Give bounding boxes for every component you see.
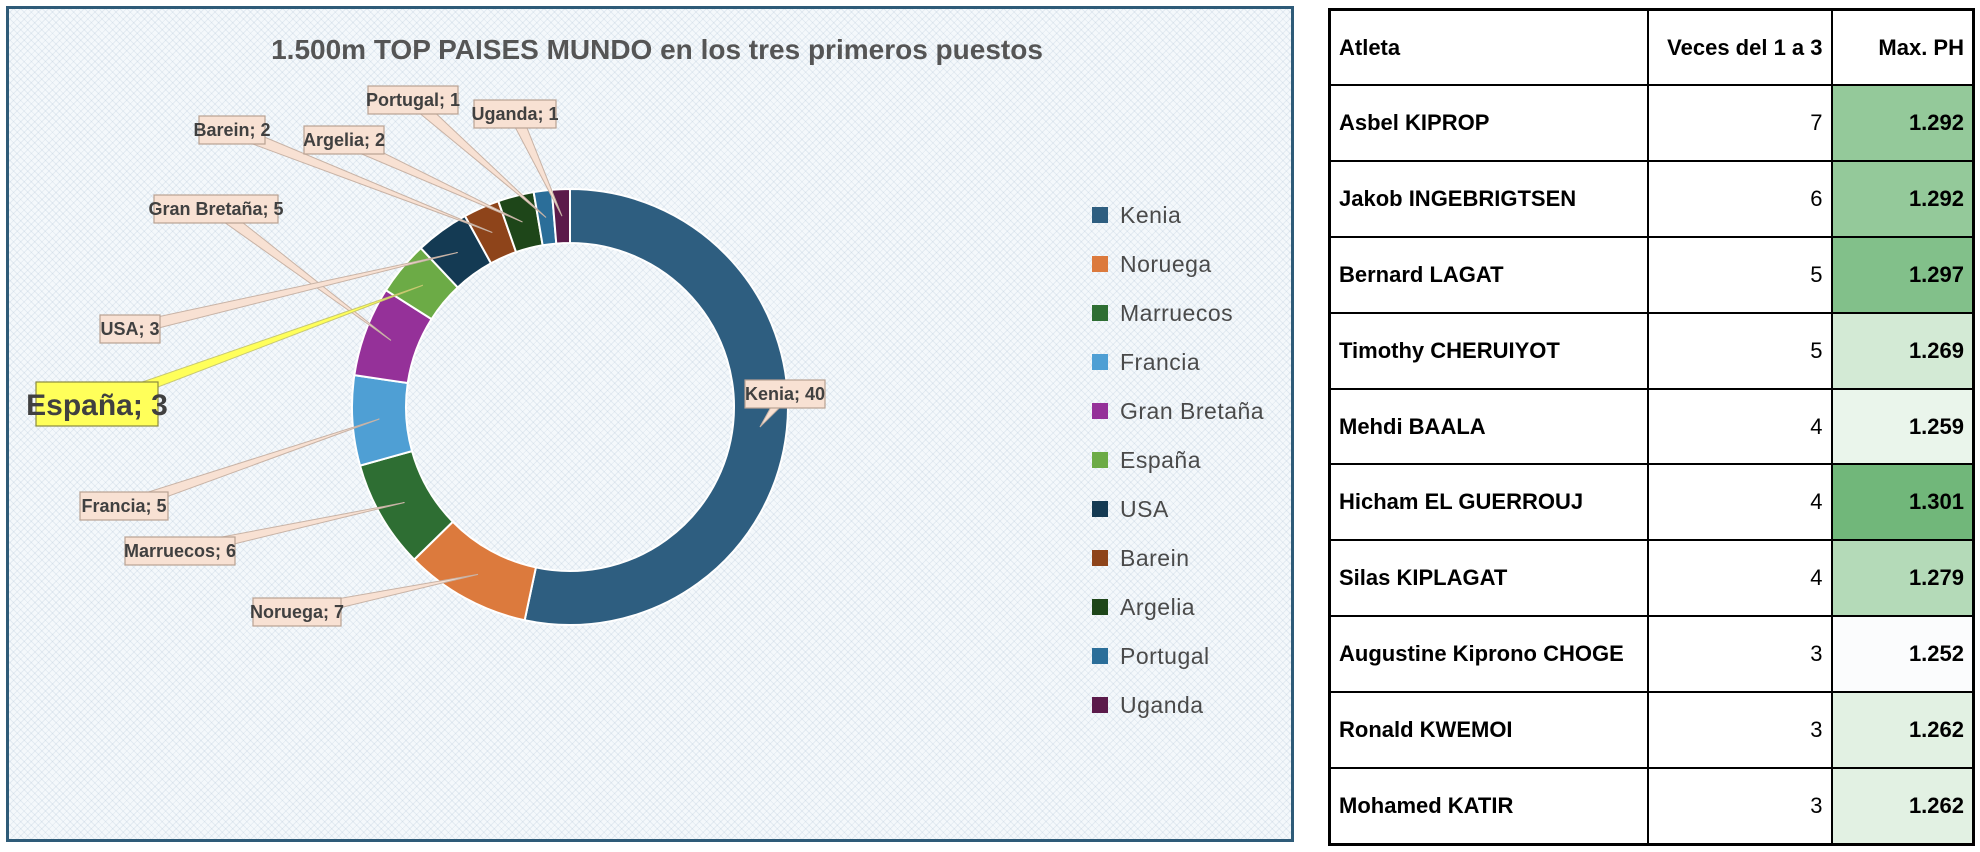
max-ph-value: 1.262 [1830, 691, 1975, 770]
data-label-box-barein [198, 115, 266, 145]
legend-label-noruega: Noruega [1120, 251, 1212, 277]
athlete-name: Jakob INGEBRIGTSEN [1328, 159, 1649, 238]
slice-francia [351, 374, 414, 467]
times-value: 3 [1646, 767, 1833, 846]
data-label-box-noruega [252, 597, 342, 627]
legend-label-kenia: Kenia [1120, 202, 1181, 228]
data-label-francia: Francia; 5 [81, 496, 166, 516]
legend-swatch-usa [1092, 501, 1108, 517]
table-row: Timothy CHERUIYOT 5 1.269 [1328, 311, 1975, 390]
data-label-uganda: Uganda; 1 [471, 104, 558, 124]
data-label-portugal: Portugal; 1 [366, 90, 460, 110]
legend-label-argelia: Argelia [1120, 594, 1195, 620]
times-value: 5 [1646, 311, 1833, 390]
times-value: 6 [1646, 159, 1833, 238]
data-label-box-usa [99, 314, 161, 344]
times-value: 4 [1646, 539, 1833, 618]
data-label-box-marruecos [124, 536, 236, 566]
legend-label-espana: España [1120, 447, 1201, 473]
times-value: 5 [1646, 235, 1833, 314]
data-label-box-argelia [303, 125, 385, 155]
data-label-marruecos: Marruecos; 6 [124, 541, 236, 561]
legend-swatch-kenia [1092, 207, 1108, 223]
legend-swatch-espana [1092, 452, 1108, 468]
table-header-row: Atleta Veces del 1 a 3 Max. PH [1328, 8, 1975, 86]
legend-label-usa: USA [1120, 496, 1169, 522]
data-label-usa: USA; 3 [100, 319, 159, 339]
max-ph-value: 1.262 [1830, 767, 1975, 846]
legend-swatch-francia [1092, 354, 1108, 370]
table-row: Bernard LAGAT 5 1.297 [1328, 235, 1975, 314]
athlete-table: Atleta Veces del 1 a 3 Max. PH Asbel KIP… [1328, 8, 1975, 846]
data-label-box-kenia [744, 379, 826, 409]
athlete-name: Hicham EL GUERROUJ [1328, 463, 1649, 542]
legend-label-portugal: Portugal [1120, 643, 1210, 669]
legend-swatch-barein [1092, 550, 1108, 566]
legend-swatch-marruecos [1092, 305, 1108, 321]
table-row: Augustine Kiprono CHOGE 3 1.252 [1328, 615, 1975, 694]
header-times: Veces del 1 a 3 [1646, 8, 1833, 86]
data-label-espana: España; 3 [26, 389, 168, 422]
data-label-box-francia [79, 491, 169, 521]
legend-swatch-uganda [1092, 697, 1108, 713]
athlete-name: Timothy CHERUIYOT [1328, 311, 1649, 390]
chart-panel: 1.500m TOP PAISES MUNDO en los tres prim… [6, 6, 1294, 842]
table-row: Silas KIPLAGAT 4 1.279 [1328, 539, 1975, 618]
table-row: Mehdi BAALA 4 1.259 [1328, 387, 1975, 466]
times-value: 3 [1646, 615, 1833, 694]
table-row: Hicham EL GUERROUJ 4 1.301 [1328, 463, 1975, 542]
max-ph-value: 1.297 [1830, 235, 1975, 314]
donut-chart: 1.500m TOP PAISES MUNDO en los tres prim… [26, 34, 1264, 718]
times-value: 3 [1646, 691, 1833, 770]
table-row: Ronald KWEMOI 3 1.262 [1328, 691, 1975, 770]
legend-label-barein: Barein [1120, 545, 1189, 571]
max-ph-value: 1.292 [1830, 84, 1975, 162]
max-ph-value: 1.252 [1830, 615, 1975, 694]
data-label-noruega: Noruega; 7 [250, 602, 344, 622]
data-label-box-portugal [367, 85, 459, 115]
legend-label-marruecos: Marruecos [1120, 300, 1233, 326]
legend-swatch-argelia [1092, 599, 1108, 615]
times-value: 4 [1646, 387, 1833, 466]
max-ph-value: 1.279 [1830, 539, 1975, 618]
max-ph-value: 1.301 [1830, 463, 1975, 542]
data-label-barein: Barein; 2 [193, 120, 270, 140]
legend-label-gran-bretana: Gran Bretaña [1120, 398, 1264, 424]
legend-label-francia: Francia [1120, 349, 1200, 375]
athlete-name: Mehdi BAALA [1328, 387, 1649, 466]
data-label-kenia: Kenia; 40 [745, 384, 825, 404]
athlete-name: Silas KIPLAGAT [1328, 539, 1649, 618]
data-label-box-uganda [473, 99, 557, 129]
legend-swatch-portugal [1092, 648, 1108, 664]
times-value: 7 [1646, 84, 1833, 162]
chart-title: 1.500m TOP PAISES MUNDO en los tres prim… [271, 34, 1043, 65]
athlete-name: Augustine Kiprono CHOGE [1328, 615, 1649, 694]
header-athlete: Atleta [1328, 8, 1649, 86]
table-row: Asbel KIPROP 7 1.292 [1328, 84, 1975, 162]
slice-kenia [523, 187, 789, 626]
max-ph-value: 1.259 [1830, 387, 1975, 466]
max-ph-value: 1.292 [1830, 159, 1975, 238]
athlete-name: Bernard LAGAT [1328, 235, 1649, 314]
legend-label-uganda: Uganda [1120, 692, 1204, 718]
data-label-box-gran-bretana [153, 194, 279, 224]
legend-swatch-gran-bretana [1092, 403, 1108, 419]
max-ph-value: 1.269 [1830, 311, 1975, 390]
athlete-name: Ronald KWEMOI [1328, 691, 1649, 770]
athlete-name: Asbel KIPROP [1328, 84, 1649, 162]
legend-swatch-noruega [1092, 256, 1108, 272]
athlete-name: Mohamed KATIR [1328, 767, 1649, 846]
table-row: Mohamed KATIR 3 1.262 [1328, 767, 1975, 846]
times-value: 4 [1646, 463, 1833, 542]
data-label-box-espana [35, 381, 159, 427]
data-label-argelia: Argelia; 2 [303, 130, 385, 150]
header-max-ph: Max. PH [1830, 8, 1975, 86]
table-row: Jakob INGEBRIGTSEN 6 1.292 [1328, 159, 1975, 238]
data-label-gran-bretana: Gran Bretaña; 5 [148, 199, 283, 219]
